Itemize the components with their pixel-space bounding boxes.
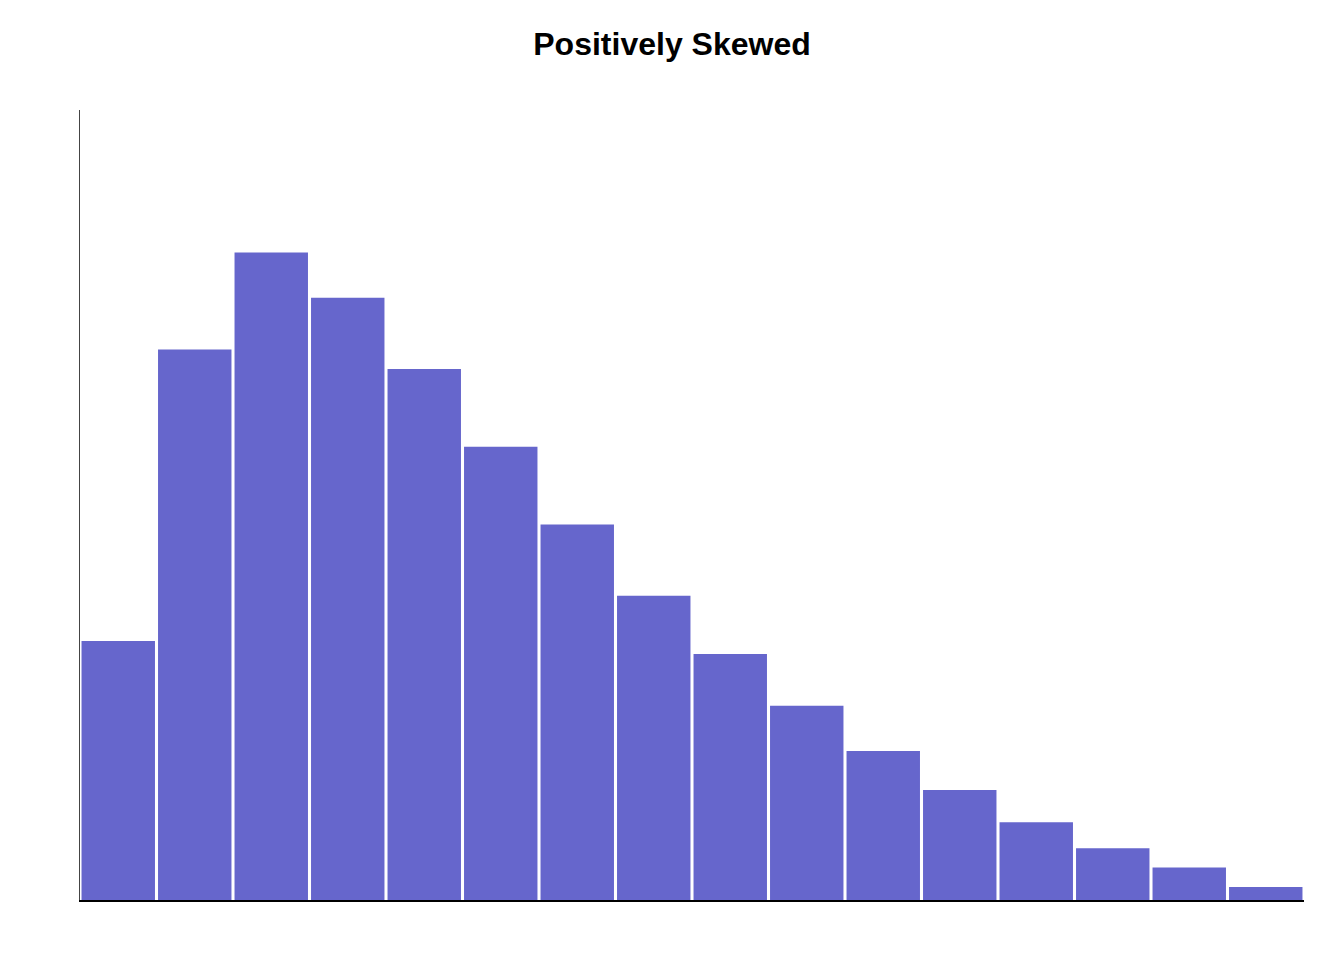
svg-text:Positively Skewed: Positively Skewed <box>533 26 810 62</box>
